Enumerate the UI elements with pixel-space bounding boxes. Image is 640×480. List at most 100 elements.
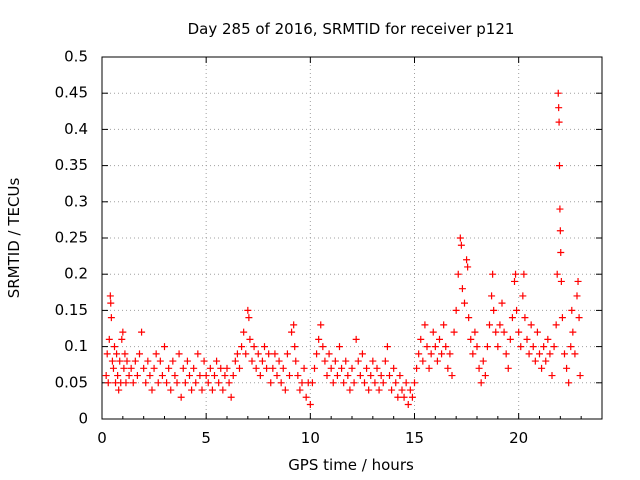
data-point-31 bbox=[144, 357, 152, 365]
y-tick-label-5: 0.25 bbox=[55, 229, 88, 247]
data-point-46 bbox=[175, 350, 183, 358]
data-point-139 bbox=[365, 386, 373, 394]
data-point-54 bbox=[192, 379, 200, 387]
data-point-231 bbox=[546, 350, 554, 358]
data-point-156 bbox=[400, 393, 408, 401]
data-point-55 bbox=[194, 350, 202, 358]
data-point-75 bbox=[236, 364, 243, 372]
data-point-244 bbox=[558, 314, 566, 322]
data-point-229 bbox=[542, 357, 550, 365]
data-point-45 bbox=[173, 379, 181, 387]
data-point-68 bbox=[221, 372, 229, 380]
data-point-173 bbox=[436, 335, 443, 343]
data-point-175 bbox=[440, 321, 448, 329]
data-point-44 bbox=[171, 372, 179, 380]
data-point-131 bbox=[348, 364, 356, 372]
data-point-141 bbox=[369, 357, 377, 365]
data-point-201 bbox=[489, 270, 497, 278]
data-point-211 bbox=[508, 314, 516, 322]
data-point-226 bbox=[536, 350, 543, 358]
data-point-218 bbox=[520, 270, 528, 278]
data-point-179 bbox=[448, 372, 456, 380]
data-point-124 bbox=[333, 372, 341, 380]
data-point-119 bbox=[323, 372, 331, 380]
data-point-111 bbox=[306, 401, 314, 409]
y-tick-label-10: 0.5 bbox=[64, 48, 88, 66]
data-point-67 bbox=[219, 386, 227, 394]
data-point-43 bbox=[169, 357, 177, 365]
x-axis-label: GPS time / hours bbox=[288, 456, 414, 474]
data-point-100 bbox=[286, 372, 293, 380]
chart-title: Day 285 of 2016, SRMTID for receiver p12… bbox=[188, 20, 515, 38]
data-point-165 bbox=[419, 357, 427, 365]
y-tick-label-9: 0.45 bbox=[55, 84, 88, 102]
data-point-208 bbox=[502, 350, 510, 358]
data-point-37 bbox=[156, 357, 164, 365]
data-point-109 bbox=[302, 393, 310, 401]
data-point-2 bbox=[104, 379, 112, 387]
data-point-189 bbox=[465, 314, 473, 322]
data-point-227 bbox=[538, 364, 546, 372]
data-point-237 bbox=[555, 104, 563, 112]
data-point-52 bbox=[188, 386, 196, 394]
data-point-157 bbox=[402, 379, 410, 387]
y-tick-label-0: 0 bbox=[78, 410, 88, 428]
x-tick-label-3: 15 bbox=[405, 429, 424, 447]
data-point-147 bbox=[381, 357, 389, 365]
data-point-210 bbox=[506, 335, 514, 343]
data-point-185 bbox=[458, 285, 466, 293]
data-point-70 bbox=[225, 379, 233, 387]
data-point-12 bbox=[114, 372, 122, 380]
data-point-249 bbox=[568, 306, 576, 314]
data-point-225 bbox=[533, 328, 541, 336]
data-point-243 bbox=[557, 277, 565, 285]
data-point-74 bbox=[233, 350, 241, 358]
data-point-8 bbox=[109, 364, 117, 372]
data-point-29 bbox=[140, 364, 148, 372]
data-point-137 bbox=[361, 379, 368, 387]
y-tick-label-6: 0.3 bbox=[64, 192, 88, 210]
data-point-161 bbox=[411, 379, 418, 387]
data-point-233 bbox=[550, 343, 558, 351]
data-point-242 bbox=[557, 248, 565, 256]
data-point-222 bbox=[527, 321, 535, 329]
data-point-58 bbox=[200, 357, 208, 365]
data-point-166 bbox=[421, 321, 429, 329]
data-point-30 bbox=[142, 379, 150, 387]
data-point-78 bbox=[242, 350, 250, 358]
data-point-84 bbox=[252, 364, 260, 372]
data-point-194 bbox=[475, 364, 483, 372]
x-tick-label-1: 5 bbox=[201, 429, 211, 447]
data-point-213 bbox=[512, 270, 520, 278]
data-point-177 bbox=[444, 364, 452, 372]
data-point-219 bbox=[521, 314, 529, 322]
data-point-4 bbox=[106, 292, 114, 300]
data-point-247 bbox=[565, 379, 573, 387]
data-point-42 bbox=[167, 386, 175, 394]
data-point-83 bbox=[250, 343, 258, 351]
data-point-104 bbox=[292, 357, 300, 365]
data-point-120 bbox=[325, 350, 333, 358]
data-point-36 bbox=[154, 379, 162, 387]
data-point-235 bbox=[553, 270, 561, 278]
data-point-148 bbox=[383, 343, 391, 351]
data-point-254 bbox=[575, 314, 583, 322]
grid-lines bbox=[102, 57, 602, 419]
data-point-127 bbox=[340, 379, 348, 387]
data-point-199 bbox=[486, 321, 493, 329]
data-point-60 bbox=[204, 379, 212, 387]
data-point-176 bbox=[442, 343, 450, 351]
data-point-167 bbox=[423, 343, 431, 351]
data-point-77 bbox=[240, 328, 248, 336]
data-point-153 bbox=[394, 393, 402, 401]
x-tick-labels: 0 5 10 15 20 bbox=[97, 429, 528, 447]
data-point-164 bbox=[417, 335, 425, 343]
data-point-32 bbox=[146, 372, 154, 380]
data-point-129 bbox=[344, 372, 352, 380]
data-point-13 bbox=[115, 386, 123, 394]
data-point-207 bbox=[500, 328, 508, 336]
data-point-248 bbox=[567, 343, 575, 351]
data-point-169 bbox=[427, 350, 435, 358]
data-point-117 bbox=[319, 343, 327, 351]
